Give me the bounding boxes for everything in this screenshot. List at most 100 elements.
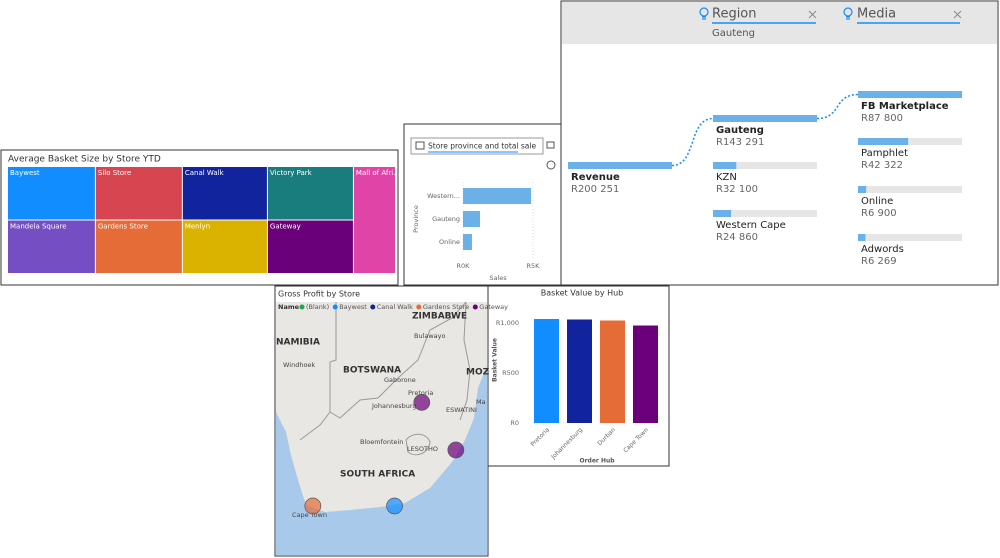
tile-label: Mall of Afri... [356,169,400,177]
action-icon[interactable] [546,141,555,149]
tile [182,220,267,273]
y-tick-label: R0 [510,419,519,427]
tile [182,167,267,220]
legend-dot [299,304,305,310]
info-icon[interactable] [546,160,556,170]
tile-label: Gardens Store [98,223,148,231]
tile-label: Gateway [270,223,301,231]
bar [858,234,866,241]
node-label: Adwords [861,244,904,255]
tile [353,167,395,273]
y-axis-title: Province [412,205,420,233]
bar [713,162,737,169]
filter-field: Media [857,7,896,22]
legend-label: Gardens Store [423,303,469,311]
bar-track [858,234,962,241]
place-label: NAMIBIA [276,338,320,348]
tile [267,220,353,273]
bar-track [858,138,962,145]
tile-label: Menlyn [185,223,210,231]
place-label: Cape Town [292,511,327,519]
node-label: KZN [716,172,737,183]
legend-dot [370,304,376,310]
bar [633,325,658,423]
bar [463,234,472,250]
tile [95,220,182,273]
bar [713,115,817,122]
place-label: Johannesburg [371,402,417,410]
legend-label: Baywest [339,303,367,311]
x-tick-label: R5K [527,262,541,270]
place-label: Bloemfontein [360,438,403,446]
basket-title: Basket Value by Hub [541,289,624,298]
node-value: R42 322 [861,160,903,171]
place-label: SOUTH AFRICA [340,470,415,480]
bar-track [858,186,962,193]
node-label: Western Cape [716,220,786,231]
legend-title: Name [278,303,300,311]
y-tick-label: R1,000 [496,319,519,327]
node-value: R24 860 [716,232,758,243]
treemap-title: Average Basket Size by Store YTD [8,155,161,165]
place-label: BOTSWANA [343,366,401,376]
bar [567,319,592,423]
legend-label: Canal Walk [377,303,413,311]
close-icon[interactable] [808,10,962,19]
tile-label: Mandela Square [10,223,67,231]
place-label: Ma [476,398,486,406]
node-value: R6 900 [861,208,897,219]
connector [816,93,859,120]
node-label: Revenue [571,172,620,183]
node-label: FB Marketplace [861,101,949,112]
y-tick-label: Online [439,238,460,246]
node-value: R6 269 [861,256,897,267]
bubble [413,394,431,411]
borders [299,301,471,456]
filter-value: Gauteng [712,28,755,39]
place-label: Windhoek [283,361,315,369]
tile-label: Baywest [10,169,40,177]
bar-track [713,162,817,169]
tile-label: Victory Park [270,169,313,177]
search-box[interactable] [410,137,544,155]
legend-dot [472,304,478,310]
legend-dot [416,304,422,310]
filter-field: Region [712,7,757,22]
place-label: Gaborone [384,376,416,384]
node-value: R143 291 [716,137,764,148]
node-value: R200 251 [571,184,619,195]
bubble [447,441,465,459]
chat-icon [415,141,425,150]
bar [858,186,867,193]
legend-label: Gateway [479,303,508,311]
place-label: MOZ [466,368,490,378]
legend-label: (Blank) [306,303,329,311]
bar [463,188,532,204]
place-label: LESOTHO [407,445,438,453]
node-label: Pamphlet [861,148,908,159]
tile [8,167,95,220]
tile-label: Canal Walk [185,169,225,177]
node-label: Gauteng [716,125,764,136]
bar [713,210,732,217]
search-text: Store province and total sale [428,142,536,151]
place-label: Bulawayo [414,332,446,340]
y-tick-label: R500 [502,369,519,377]
connector [671,117,714,167]
bar [600,320,625,423]
bubble [304,497,322,515]
y-axis-title: Basket Value [492,338,499,382]
legend-dot [332,304,338,310]
bubble [386,497,403,515]
map-title: Gross Profit by Store [278,290,360,299]
y-tick-label: Gauteng [432,215,460,223]
node-value: R32 100 [716,184,758,195]
place-label: ZIMBABWE [412,312,467,322]
node-value: R87 800 [861,113,903,124]
bulb-icon [699,7,853,20]
x-tick-label: R0K [457,262,471,270]
bar [534,319,559,423]
land [276,302,487,512]
node-label: Online [861,196,893,207]
